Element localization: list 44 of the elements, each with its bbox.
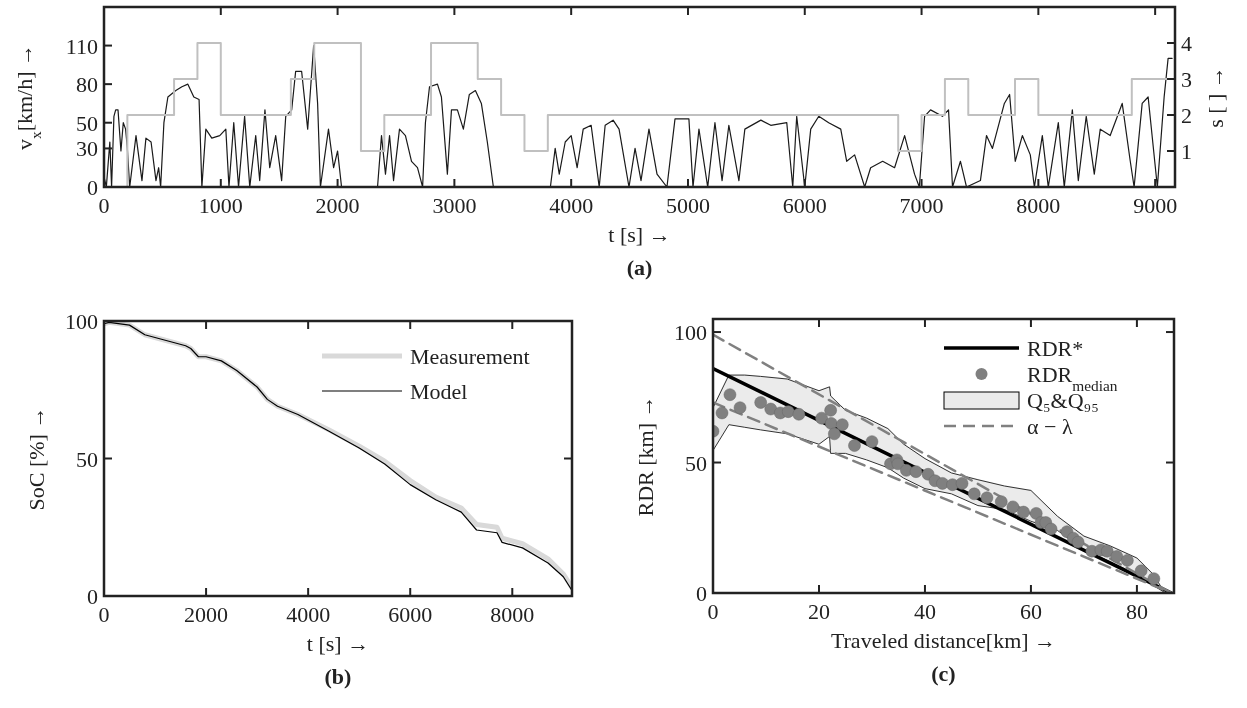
y2-tick-label: 2 (1181, 103, 1192, 128)
x-tick-label: 8000 (490, 602, 535, 627)
y-tick-label: 50 (76, 446, 98, 472)
x-axis-title: t [s] → (608, 222, 671, 247)
y2-axis-title: s [ ] → (1203, 66, 1228, 128)
y-axis-title: RDR [km] → (633, 395, 658, 517)
x-tick-label: 6000 (782, 193, 827, 218)
x-tick-label: 2000 (184, 602, 229, 627)
x-tick-label: 6000 (388, 602, 433, 627)
legend-label: RDR* (1027, 336, 1084, 361)
x-tick-label: 5000 (665, 193, 710, 218)
x-tick-label: 4000 (549, 193, 594, 218)
x-tick-label: 8000 (1016, 193, 1061, 218)
text: (a) (626, 255, 653, 280)
x-tick-label: 7000 (899, 193, 944, 218)
y-axis-title: SoC [%] → (24, 406, 49, 511)
legend-label: α − λ (1027, 414, 1073, 439)
x-tick-label: 1000 (198, 193, 243, 218)
y-tick-label: 80 (76, 72, 98, 98)
x-tick-label: 9000 (1133, 193, 1178, 218)
x-tick-label: 3000 (432, 193, 477, 218)
text: (c) (931, 661, 956, 686)
x-tick-label: 20 (807, 599, 830, 624)
y-tick-label: 100 (674, 320, 707, 346)
legend-label: Measurement (410, 344, 530, 369)
x-tick-label: 40 (913, 599, 936, 624)
y-tick-label: 100 (65, 309, 98, 334)
y2-tick-label: 4 (1181, 31, 1192, 56)
x-axis-title: t [s] → (306, 631, 370, 656)
y-tick-label: 50 (76, 110, 98, 136)
y-tick-label: 30 (76, 136, 98, 162)
legend-label: Model (410, 379, 468, 404)
y-tick-label: 0 (87, 175, 98, 200)
y2-tick-label: 1 (1181, 139, 1192, 164)
text: (b) (324, 664, 352, 689)
y-tick-label: 50 (685, 450, 707, 476)
x-axis-title: Traveled distance[km] → (830, 628, 1057, 653)
x-tick-label: 4000 (286, 602, 331, 627)
x-tick-label: 2000 (315, 193, 360, 218)
y-tick-label: 0 (696, 581, 707, 606)
x-tick-label: 60 (1019, 599, 1042, 624)
y2-tick-label: 3 (1181, 67, 1192, 92)
y-tick-label: 110 (65, 33, 98, 59)
x-tick-label: 80 (1125, 599, 1148, 624)
